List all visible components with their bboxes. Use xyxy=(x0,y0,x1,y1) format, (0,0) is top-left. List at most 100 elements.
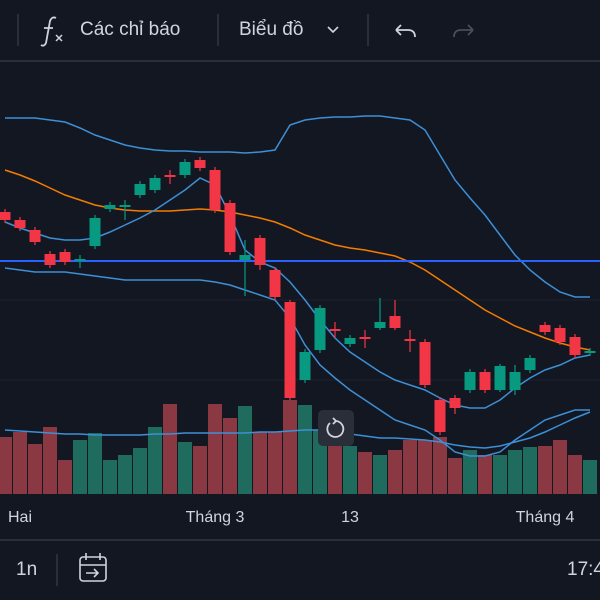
candle-body xyxy=(584,351,596,353)
volume-bar xyxy=(0,437,12,494)
indicator-line xyxy=(4,177,591,409)
volume-bar xyxy=(343,446,357,494)
candle-body xyxy=(524,358,536,370)
goto-date-button[interactable] xyxy=(79,553,107,582)
volume-bar xyxy=(358,452,372,494)
volume-bar xyxy=(208,404,222,494)
volume-bar xyxy=(58,460,72,494)
calendar-detail xyxy=(80,553,106,578)
volume-bar xyxy=(388,450,402,494)
volume-bar xyxy=(253,432,267,494)
candle-body xyxy=(569,337,581,355)
indicator-line xyxy=(4,411,591,449)
candle-body xyxy=(284,302,296,398)
x-tick-label: Tháng 3 xyxy=(186,509,245,526)
candle-body xyxy=(449,398,461,408)
footer: 1n 17:4 xyxy=(0,539,600,586)
indicators-button[interactable]: Các chỉ báo xyxy=(40,16,180,47)
candle-body xyxy=(404,339,416,341)
candle-body xyxy=(269,270,281,297)
candle-body xyxy=(314,308,326,350)
candle-body xyxy=(494,366,506,390)
volume-bar xyxy=(568,455,582,494)
candle-body xyxy=(464,372,476,390)
candle-body xyxy=(134,184,146,195)
volume-bar xyxy=(373,455,387,494)
volume-bar xyxy=(118,455,132,494)
indicators-label: Các chỉ báo xyxy=(80,19,180,40)
volume-bar xyxy=(28,444,42,494)
volume-bar xyxy=(283,400,297,494)
reset-bg xyxy=(318,410,354,446)
candle-body xyxy=(239,255,251,260)
candle-body xyxy=(89,218,101,246)
redo-button[interactable] xyxy=(453,24,474,38)
candle-body xyxy=(0,212,11,220)
indicator-line xyxy=(5,115,590,298)
volume-bar xyxy=(103,460,117,494)
candle-body xyxy=(104,205,116,209)
chevron xyxy=(327,26,339,34)
candle-body xyxy=(329,329,341,331)
candle-body xyxy=(509,372,521,390)
candle-body xyxy=(479,372,491,390)
volume-bar xyxy=(163,404,177,494)
reset-icon xyxy=(326,417,345,438)
indicator-line xyxy=(4,267,590,457)
candle-body xyxy=(44,254,56,265)
volume-bar xyxy=(478,455,492,494)
candle-body xyxy=(29,230,41,242)
volume-bar xyxy=(238,406,252,494)
volume-bar xyxy=(73,440,87,494)
candle-body xyxy=(344,338,356,344)
chart-menu-label: Biểu đồ xyxy=(239,19,303,40)
volume-bar xyxy=(463,450,477,494)
candle-body xyxy=(119,205,131,207)
volume-bar xyxy=(223,418,237,494)
volume-bar xyxy=(328,444,342,494)
volume-bar xyxy=(448,458,462,494)
candle-body xyxy=(359,337,371,339)
x-tick-label: Tháng 4 xyxy=(516,509,575,526)
volume-bar xyxy=(193,446,207,494)
indicator-line xyxy=(4,169,591,351)
volume-bar xyxy=(178,442,192,494)
candle-body xyxy=(209,170,221,210)
chart-menu[interactable]: Biểu đồ xyxy=(239,19,339,40)
candle-body xyxy=(164,175,176,177)
candle-body xyxy=(389,316,401,328)
undo-button[interactable] xyxy=(395,24,416,38)
candle-body xyxy=(374,322,386,328)
volume-bar xyxy=(523,447,537,494)
clock: 17:4 xyxy=(567,559,600,580)
candle-body xyxy=(539,325,551,332)
volume-bar xyxy=(148,427,162,494)
volume-bar xyxy=(418,440,432,494)
x-tick-label: 13 xyxy=(341,509,359,526)
interval[interactable]: 1n xyxy=(16,559,37,580)
x-tick-label: Hai xyxy=(8,509,32,526)
toolbar: Các chỉ báo Biểu đồ xyxy=(0,14,600,62)
candle-body xyxy=(299,352,311,380)
candle-body xyxy=(194,160,206,168)
volume-bar xyxy=(538,446,552,494)
candle-body xyxy=(554,328,566,342)
volume-bar xyxy=(553,440,567,494)
fx-icon-x xyxy=(55,34,63,42)
candle-body xyxy=(224,203,236,252)
candle-body xyxy=(59,252,71,262)
reset-button[interactable] xyxy=(318,410,354,446)
volume-bar xyxy=(43,427,57,494)
volume-bar xyxy=(298,405,312,494)
candle-body xyxy=(419,342,431,385)
volume-bar xyxy=(88,433,102,494)
candle-body xyxy=(254,238,266,265)
volume-bar xyxy=(583,460,597,494)
candle-body xyxy=(14,220,26,228)
volume-bar xyxy=(133,448,147,494)
volume-bar xyxy=(433,437,447,494)
volume-bar xyxy=(13,432,27,494)
volume-bar xyxy=(493,455,507,494)
